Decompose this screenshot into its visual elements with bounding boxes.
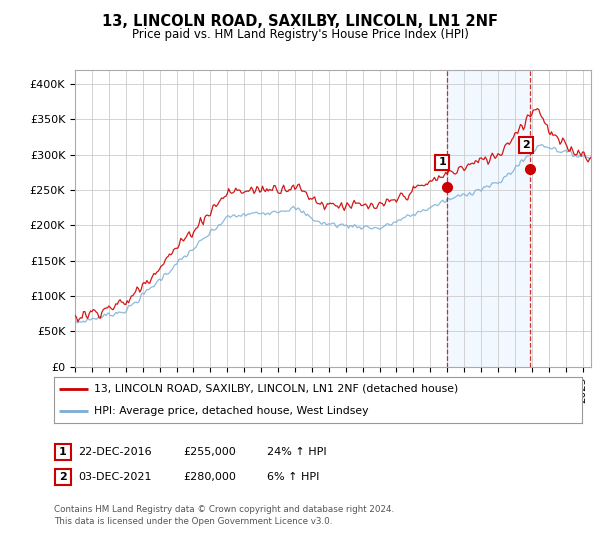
Text: £280,000: £280,000 <box>183 472 236 482</box>
Text: 1: 1 <box>59 447 67 457</box>
Text: 2: 2 <box>59 472 67 482</box>
Text: Price paid vs. HM Land Registry's House Price Index (HPI): Price paid vs. HM Land Registry's House … <box>131 28 469 41</box>
Text: 22-DEC-2016: 22-DEC-2016 <box>78 447 152 457</box>
Bar <box>446 70 530 367</box>
Text: Contains HM Land Registry data © Crown copyright and database right 2024.: Contains HM Land Registry data © Crown c… <box>54 505 394 514</box>
Text: 24% ↑ HPI: 24% ↑ HPI <box>267 447 326 457</box>
Text: 2: 2 <box>522 140 530 150</box>
Text: 13, LINCOLN ROAD, SAXILBY, LINCOLN, LN1 2NF: 13, LINCOLN ROAD, SAXILBY, LINCOLN, LN1 … <box>102 14 498 29</box>
Text: This data is licensed under the Open Government Licence v3.0.: This data is licensed under the Open Gov… <box>54 517 332 526</box>
Text: 13, LINCOLN ROAD, SAXILBY, LINCOLN, LN1 2NF (detached house): 13, LINCOLN ROAD, SAXILBY, LINCOLN, LN1 … <box>94 384 458 394</box>
Text: 1: 1 <box>438 157 446 167</box>
Text: 03-DEC-2021: 03-DEC-2021 <box>78 472 151 482</box>
Text: £255,000: £255,000 <box>183 447 236 457</box>
Text: 6% ↑ HPI: 6% ↑ HPI <box>267 472 319 482</box>
Text: HPI: Average price, detached house, West Lindsey: HPI: Average price, detached house, West… <box>94 406 368 416</box>
